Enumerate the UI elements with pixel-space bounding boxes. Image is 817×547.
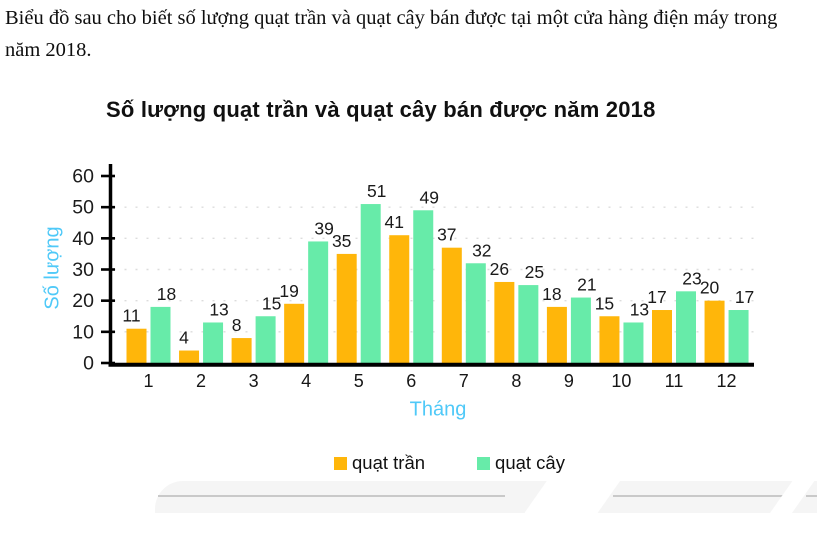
bar-quat-cay-month-8 — [518, 285, 539, 363]
bar-value-label: 23 — [682, 268, 701, 288]
bar-quat-tran-month-8 — [494, 281, 515, 363]
chart-legend: quạt trần quạt cây — [334, 452, 565, 474]
bar-quat-cay-month-5 — [360, 204, 381, 363]
bar-quat-cay-month-10 — [623, 322, 644, 363]
y-tick-label: 30 — [72, 259, 94, 281]
bar-value-label: 18 — [542, 284, 561, 304]
bar-quat-cay-month-3 — [255, 316, 276, 363]
bar-value-label: 25 — [525, 262, 544, 282]
bar-quat-tran-month-5 — [336, 253, 357, 363]
bar-value-label: 4 — [179, 328, 189, 348]
bar-quat-tran-month-10 — [599, 316, 620, 363]
bar-quat-cay-month-6 — [413, 210, 434, 363]
bar-value-label: 32 — [472, 240, 491, 260]
bar-value-label: 19 — [279, 281, 298, 301]
x-tick-label: 8 — [511, 371, 521, 391]
x-tick-label: 6 — [406, 371, 416, 391]
bar-quat-tran-month-11 — [652, 310, 672, 363]
legend-swatch-icon — [334, 456, 347, 470]
bar-value-label: 35 — [332, 231, 351, 251]
x-tick-label: 4 — [301, 371, 311, 391]
bar-value-label: 8 — [232, 315, 242, 335]
x-tick-label: 1 — [143, 371, 153, 391]
bar-value-label: 15 — [262, 293, 281, 313]
x-axis-label: Tháng — [409, 398, 467, 421]
bar-value-label: 20 — [700, 278, 720, 298]
bar-quat-tran-month-3 — [231, 338, 252, 363]
x-tick-label: 12 — [717, 371, 737, 391]
bar-quat-cay-month-1 — [150, 306, 171, 363]
bar-value-label: 17 — [735, 287, 754, 307]
bar-quat-cay-month-11 — [676, 291, 696, 363]
bar-quat-cay-month-9 — [570, 297, 591, 363]
bar-value-label: 15 — [595, 293, 614, 313]
page-edge-line — [806, 495, 817, 497]
bar-quat-tran-month-1 — [126, 328, 147, 363]
bar-value-label: 51 — [367, 181, 386, 201]
legend-label: quạt trần — [352, 452, 426, 473]
bar-quat-cay-month-7 — [465, 263, 486, 363]
bar-value-label: 49 — [420, 187, 439, 207]
x-tick-label: 10 — [611, 371, 631, 391]
x-tick-label: 5 — [354, 371, 364, 391]
bar-quat-cay-month-12 — [728, 310, 749, 363]
bar-value-label: 17 — [647, 287, 666, 307]
y-tick-label: 50 — [72, 197, 94, 219]
bar-quat-tran-month-6 — [389, 235, 410, 363]
legend-item-series-1: quạt cây — [477, 452, 565, 474]
chart-title: Số lượng quạt trần và quạt cây bán được … — [106, 97, 656, 122]
bar-quat-tran-month-2 — [179, 350, 200, 363]
y-tick-label: 10 — [72, 321, 94, 343]
y-tick-label: 60 — [72, 166, 94, 188]
bar-value-label: 37 — [437, 225, 456, 245]
bar-quat-tran-month-7 — [441, 247, 462, 363]
bar-quat-tran-month-9 — [546, 306, 567, 363]
bar-value-label: 13 — [209, 299, 228, 319]
legend-swatch-icon — [477, 456, 491, 470]
page-edge-line — [613, 495, 792, 497]
bar-value-label: 11 — [122, 306, 140, 326]
y-tick-label: 0 — [83, 353, 94, 375]
y-tick-label: 20 — [72, 290, 94, 312]
legend-label: quạt cây — [495, 452, 565, 473]
bar-quat-cay-month-4 — [308, 241, 329, 363]
bar-value-label: 13 — [630, 299, 649, 319]
bar-value-label: 21 — [577, 275, 596, 295]
bar-value-label: 41 — [385, 212, 404, 232]
x-tick-label: 3 — [249, 371, 259, 391]
bar-value-label: 18 — [157, 284, 176, 304]
x-tick-label: 7 — [459, 371, 469, 391]
intro-paragraph: Biểu đồ sau cho biết số lượng quạt trần … — [5, 7, 778, 61]
x-tick-label: 2 — [196, 371, 206, 391]
bar-quat-tran-month-12 — [704, 300, 725, 363]
x-tick-label: 9 — [564, 371, 574, 391]
bar-quat-cay-month-2 — [203, 322, 224, 363]
bar-value-label: 39 — [314, 218, 333, 238]
page-edge-line — [158, 495, 505, 497]
y-tick-label: 40 — [72, 228, 94, 250]
bar-quat-tran-month-4 — [284, 303, 305, 363]
x-tick-label: 11 — [665, 371, 684, 391]
bar-value-label: 26 — [490, 259, 509, 279]
page-edge-decoration — [155, 481, 817, 513]
legend-item-series-0: quạt trần — [334, 452, 425, 474]
